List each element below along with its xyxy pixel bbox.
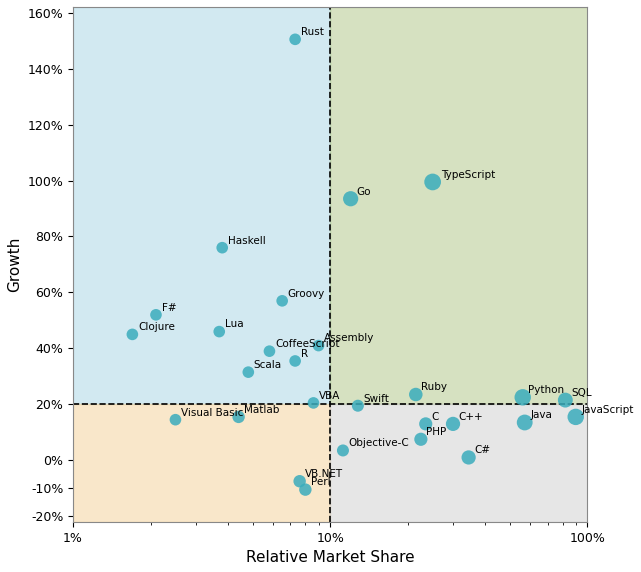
Text: Assembly: Assembly (324, 333, 374, 343)
Point (308, 398, 319, 407)
Text: JavaScript: JavaScript (581, 405, 634, 415)
Point (570, 412, 581, 422)
Point (290, 35, 300, 44)
Text: C: C (431, 412, 438, 422)
Text: VB.NET: VB.NET (305, 469, 344, 479)
Bar (73, 7, 330, 404)
Text: Java: Java (530, 410, 552, 420)
Text: Rust: Rust (301, 27, 324, 37)
Text: Ruby: Ruby (421, 382, 447, 392)
Point (517, 393, 528, 402)
Text: Groovy: Groovy (288, 289, 325, 299)
Point (338, 446, 348, 455)
Point (420, 419, 431, 428)
Point (313, 341, 324, 350)
Text: Matlab: Matlab (244, 405, 279, 415)
Point (214, 327, 224, 336)
Text: Go: Go (356, 186, 370, 197)
Point (353, 401, 363, 410)
Text: Swift: Swift (363, 394, 389, 403)
Text: SQL: SQL (571, 388, 592, 398)
Point (345, 194, 356, 203)
Text: Lua: Lua (225, 319, 244, 329)
Point (128, 330, 138, 339)
X-axis label: Relative Market Share: Relative Market Share (246, 550, 415, 565)
Point (217, 243, 228, 252)
Text: C++: C++ (458, 412, 483, 422)
Point (294, 476, 304, 486)
Bar (330, 7, 633, 404)
Text: C#: C# (474, 445, 490, 455)
Bar (73, 404, 330, 522)
Text: VBA: VBA (319, 391, 340, 401)
Text: PHP: PHP (426, 427, 447, 437)
Text: CoffeeScript: CoffeeScript (275, 339, 340, 349)
Text: Clojure: Clojure (138, 322, 175, 332)
Text: Visual Basic: Visual Basic (181, 407, 244, 418)
Point (243, 368, 253, 377)
Text: TypeScript: TypeScript (441, 170, 495, 180)
Point (300, 485, 310, 494)
Y-axis label: Growth: Growth (7, 237, 22, 292)
Text: Python: Python (528, 385, 565, 395)
Point (520, 418, 530, 427)
Text: F#: F# (162, 303, 176, 313)
Point (428, 177, 438, 186)
Point (560, 396, 570, 405)
Point (233, 412, 244, 422)
Bar (330, 404, 633, 522)
Text: Haskell: Haskell (228, 236, 265, 245)
Text: Scala: Scala (254, 360, 282, 370)
Text: R: R (301, 349, 308, 359)
Point (448, 419, 458, 428)
Point (277, 296, 287, 305)
Point (411, 390, 421, 399)
Point (151, 310, 161, 319)
Text: Perl: Perl (311, 478, 331, 487)
Point (290, 356, 300, 366)
Point (264, 347, 274, 356)
Point (463, 453, 474, 462)
Point (416, 435, 426, 444)
Text: Objective-C: Objective-C (349, 438, 409, 448)
Point (171, 415, 181, 424)
